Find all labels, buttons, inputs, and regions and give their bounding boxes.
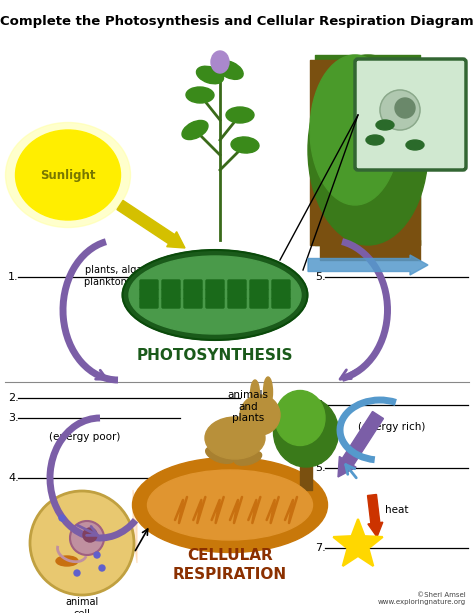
- Ellipse shape: [234, 451, 262, 465]
- Circle shape: [380, 90, 420, 130]
- Text: animals
and
plants: animals and plants: [228, 390, 268, 423]
- FancyBboxPatch shape: [184, 280, 202, 290]
- FancyBboxPatch shape: [206, 298, 224, 308]
- Ellipse shape: [197, 66, 223, 84]
- FancyArrow shape: [308, 255, 428, 275]
- Circle shape: [99, 565, 105, 571]
- FancyBboxPatch shape: [206, 289, 224, 299]
- Ellipse shape: [216, 62, 244, 78]
- Text: 6.: 6.: [315, 400, 326, 410]
- Ellipse shape: [264, 377, 273, 407]
- Text: 2.: 2.: [8, 393, 19, 403]
- Ellipse shape: [308, 55, 428, 245]
- Circle shape: [70, 521, 104, 555]
- Text: plants, algae,
plankton, etc.: plants, algae, plankton, etc.: [84, 265, 152, 287]
- Circle shape: [74, 570, 80, 576]
- Ellipse shape: [250, 380, 259, 408]
- FancyBboxPatch shape: [272, 280, 290, 290]
- Ellipse shape: [129, 256, 301, 334]
- FancyBboxPatch shape: [140, 298, 158, 308]
- FancyBboxPatch shape: [184, 298, 202, 308]
- FancyBboxPatch shape: [162, 289, 180, 299]
- Ellipse shape: [122, 250, 308, 340]
- Text: Complete the Photosynthesis and Cellular Respiration Diagram: Complete the Photosynthesis and Cellular…: [0, 15, 474, 28]
- Circle shape: [83, 528, 97, 542]
- Ellipse shape: [186, 87, 214, 103]
- FancyBboxPatch shape: [250, 280, 268, 290]
- Ellipse shape: [147, 470, 312, 540]
- Ellipse shape: [133, 457, 328, 552]
- FancyBboxPatch shape: [162, 280, 180, 290]
- Circle shape: [240, 395, 280, 435]
- FancyBboxPatch shape: [140, 280, 158, 290]
- FancyBboxPatch shape: [272, 298, 290, 308]
- Ellipse shape: [376, 120, 394, 130]
- Text: Sunlight: Sunlight: [40, 169, 96, 181]
- FancyBboxPatch shape: [250, 289, 268, 299]
- FancyBboxPatch shape: [228, 298, 246, 308]
- Circle shape: [94, 552, 100, 558]
- FancyBboxPatch shape: [250, 298, 268, 308]
- Text: PHOTOSYNTHESIS: PHOTOSYNTHESIS: [137, 348, 293, 363]
- FancyBboxPatch shape: [206, 280, 224, 290]
- Circle shape: [395, 98, 415, 118]
- FancyArrow shape: [367, 495, 383, 537]
- Text: 3.: 3.: [8, 413, 18, 423]
- Ellipse shape: [182, 121, 209, 139]
- Polygon shape: [333, 519, 383, 566]
- Circle shape: [30, 491, 134, 595]
- Text: heat: heat: [385, 505, 409, 515]
- Ellipse shape: [56, 556, 78, 566]
- Ellipse shape: [226, 107, 254, 124]
- Ellipse shape: [206, 447, 234, 463]
- FancyBboxPatch shape: [272, 289, 290, 299]
- Text: 7.: 7.: [315, 543, 326, 553]
- FancyBboxPatch shape: [184, 289, 202, 299]
- Text: (energy rich): (energy rich): [358, 422, 426, 432]
- Text: ©Sheri Amsel
www.exploringnature.org: ©Sheri Amsel www.exploringnature.org: [378, 592, 466, 605]
- FancyArrow shape: [117, 200, 185, 248]
- Circle shape: [59, 515, 65, 521]
- Ellipse shape: [366, 135, 384, 145]
- FancyBboxPatch shape: [228, 289, 246, 299]
- Ellipse shape: [6, 123, 130, 227]
- FancyBboxPatch shape: [140, 289, 158, 299]
- Polygon shape: [133, 490, 137, 563]
- Ellipse shape: [275, 390, 325, 446]
- Text: 1.: 1.: [8, 272, 18, 282]
- Ellipse shape: [406, 140, 424, 150]
- Text: (energy poor): (energy poor): [49, 432, 121, 442]
- Ellipse shape: [273, 397, 338, 467]
- FancyBboxPatch shape: [355, 59, 466, 170]
- Ellipse shape: [16, 130, 120, 220]
- FancyArrow shape: [338, 411, 383, 477]
- Text: CELLULAR
RESPIRATION: CELLULAR RESPIRATION: [173, 548, 287, 582]
- Ellipse shape: [205, 417, 265, 459]
- Text: animal
cell: animal cell: [65, 597, 99, 613]
- Text: 5.: 5.: [315, 272, 326, 282]
- Ellipse shape: [310, 55, 400, 205]
- FancyBboxPatch shape: [228, 280, 246, 290]
- Ellipse shape: [231, 137, 259, 153]
- FancyBboxPatch shape: [162, 298, 180, 308]
- Text: 5.: 5.: [315, 463, 326, 473]
- Ellipse shape: [211, 51, 229, 73]
- Text: 4.: 4.: [8, 473, 19, 483]
